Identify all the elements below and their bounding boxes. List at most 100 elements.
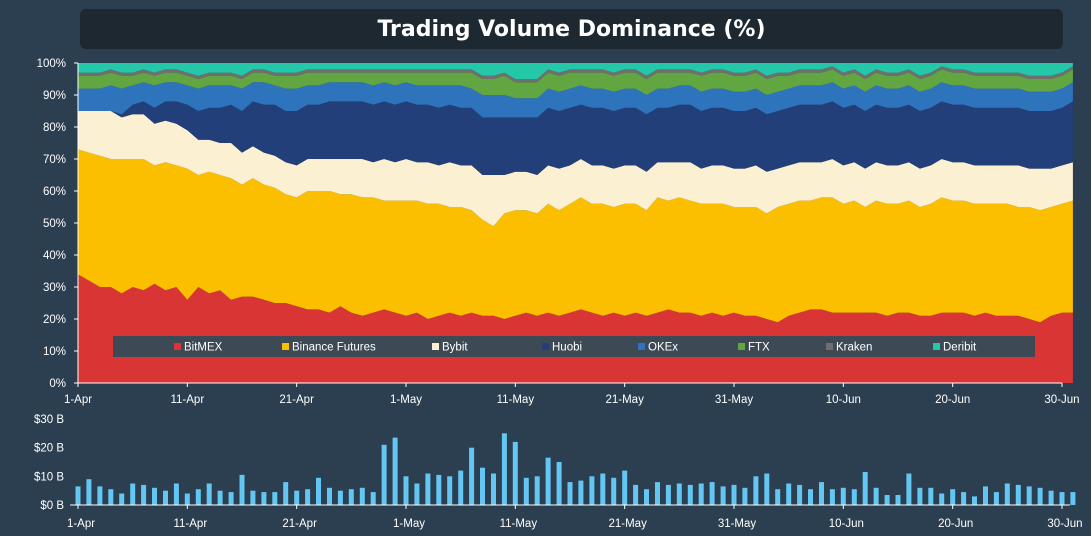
volume-bar xyxy=(545,457,551,505)
volume-bar xyxy=(523,477,529,505)
volume-bar xyxy=(501,433,507,505)
volume-bar xyxy=(983,486,988,505)
bar-x-tick-label: 1-May xyxy=(393,518,425,530)
bar-x-tick-label: 11-May xyxy=(500,518,538,530)
volume-bar xyxy=(305,489,311,505)
volume-bar xyxy=(130,483,136,505)
volume-bar xyxy=(698,483,704,505)
volume-bar xyxy=(556,462,562,505)
volume-bar xyxy=(239,474,245,505)
volume-bar xyxy=(534,476,540,505)
y-tick-label: 80% xyxy=(43,122,66,134)
y-tick-label: 10% xyxy=(43,346,66,358)
volume-bar xyxy=(250,490,256,505)
volume-bar xyxy=(709,482,715,505)
volume-bar xyxy=(119,493,125,505)
volume-bar xyxy=(141,484,147,505)
volume-bar xyxy=(589,476,595,505)
x-tick-label: 10-Jun xyxy=(826,394,861,406)
volume-bar xyxy=(720,486,726,505)
volume-bar xyxy=(436,474,442,505)
volume-bar xyxy=(370,492,376,505)
legend-swatch-bybit xyxy=(432,343,439,350)
volume-bar xyxy=(1070,492,1076,505)
volume-bar xyxy=(261,492,267,505)
volume-bar xyxy=(173,483,179,505)
volume-bar xyxy=(961,492,967,505)
volume-bar xyxy=(1004,483,1010,505)
volume-bar xyxy=(491,473,496,505)
bar-y-tick-label: $20 B xyxy=(34,443,64,455)
volume-bar xyxy=(622,470,628,505)
bar-x-tick-label: 30-Jun xyxy=(1047,518,1082,530)
legend-label-deribit: Deribit xyxy=(943,342,977,354)
volume-bar xyxy=(611,477,617,505)
volume-bar xyxy=(337,490,343,505)
legend: BitMEX Binance Futures Bybit Huobi OKEx FTX Kr… xyxy=(113,336,1035,357)
volume-bar xyxy=(458,470,464,505)
volume-bar xyxy=(403,476,409,505)
y-tick-label: 70% xyxy=(43,154,66,166)
area-series-ftx xyxy=(78,69,1073,99)
y-tick-label: 100% xyxy=(37,58,66,70)
x-tick-label: 30-Jun xyxy=(1044,394,1079,406)
area-series-okex xyxy=(78,82,1073,118)
y-tick-label: 30% xyxy=(43,282,66,294)
volume-bar xyxy=(97,486,103,505)
volume-bar xyxy=(764,473,770,505)
legend-swatch-deribit xyxy=(933,343,940,350)
volume-bar xyxy=(676,483,682,505)
volume-bar xyxy=(731,484,737,505)
volume-bar xyxy=(469,447,475,505)
area-series-bybit xyxy=(78,111,1073,227)
volume-bar xyxy=(163,490,168,505)
bar-x-tick-label: 21-May xyxy=(608,518,647,530)
area-series-deribit xyxy=(78,63,1073,79)
x-tick-label: 11-Apr xyxy=(170,394,204,406)
volume-bar xyxy=(392,437,398,505)
legend-swatch-kraken xyxy=(826,343,833,350)
volume-bar xyxy=(753,476,759,505)
volume-bar xyxy=(195,489,201,505)
volume-bar xyxy=(644,489,649,505)
x-tick-label: 21-Apr xyxy=(279,394,314,406)
bar-x-tick-label: 1-Apr xyxy=(67,518,95,530)
volume-bar xyxy=(381,444,387,505)
volume-bar xyxy=(797,484,803,505)
volume-bar xyxy=(786,483,792,505)
volume-bar xyxy=(972,496,977,505)
volume-bar xyxy=(425,473,431,505)
legend-label-okex: OKEx xyxy=(648,342,678,354)
volume-bar xyxy=(567,482,573,505)
volume-bar xyxy=(895,495,901,505)
volume-bar xyxy=(228,492,234,505)
area-series-binance-futures xyxy=(78,149,1073,323)
bar-x-tick-label: 21-Apr xyxy=(282,518,317,530)
volume-bar xyxy=(742,487,748,505)
x-tick-label: 20-Jun xyxy=(935,394,970,406)
volume-bar xyxy=(1059,492,1065,505)
volume-bar xyxy=(108,489,114,505)
legend-background xyxy=(113,336,1035,357)
legend-swatch-okex xyxy=(638,343,645,350)
volume-bar xyxy=(283,482,289,505)
x-tick-label: 31-May xyxy=(715,394,754,406)
x-tick-label: 1-Apr xyxy=(64,394,92,406)
volume-bar xyxy=(206,483,212,505)
volume-bar xyxy=(655,482,660,505)
y-tick-label: 0% xyxy=(49,378,66,390)
volume-bar xyxy=(75,486,81,505)
volume-bar xyxy=(1037,487,1043,505)
volume-bar xyxy=(950,489,956,505)
volume-bar xyxy=(217,490,223,505)
volume-bar xyxy=(862,472,868,505)
legend-label-kraken: Kraken xyxy=(836,342,872,354)
volume-bar xyxy=(808,489,813,505)
bar-x-tick-label: 11-Apr xyxy=(173,518,207,530)
legend-label-ftx: FTX xyxy=(748,342,770,354)
bar-x-tick-label: 20-Jun xyxy=(938,518,973,530)
y-tick-label: 90% xyxy=(43,90,66,102)
volume-bar xyxy=(687,484,693,505)
legend-swatch-binance-futures xyxy=(282,343,289,350)
bar-x-tick-label: 10-Jun xyxy=(829,518,864,530)
